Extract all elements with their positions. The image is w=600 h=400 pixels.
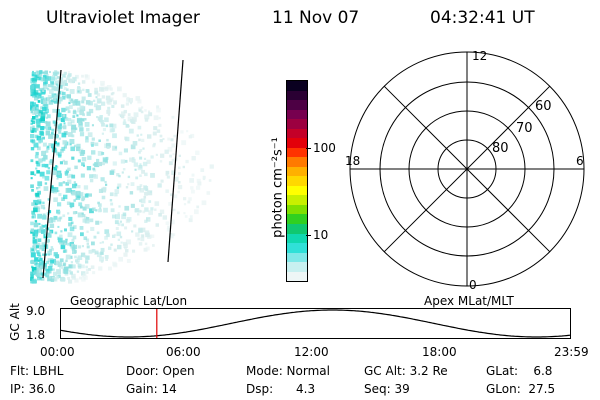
timeline-xtick-0600: 06:00: [166, 345, 201, 359]
colorbar-tick-label-100: 100: [313, 141, 336, 155]
mlt-label-top: 12: [472, 49, 487, 63]
mlat-label-60: 60: [535, 99, 552, 114]
colorbar-segment: [287, 90, 307, 101]
timeline-ylabel: GC Alt: [8, 303, 22, 341]
instrument-title: Ultraviolet Imager: [46, 8, 200, 28]
colorbar-segment: [287, 138, 307, 148]
mlat-label-80: 80: [492, 141, 509, 156]
info-gain: Gain: 14: [126, 382, 177, 396]
info-ip: IP: 36.0: [10, 382, 56, 396]
uv-emission-speckle: [30, 70, 214, 284]
geographic-meridian-line-left: [42, 69, 62, 279]
mlat-label-70: 70: [516, 121, 533, 136]
colorbar-segment: [287, 128, 307, 139]
colorbar-tick-label-10: 10: [313, 228, 329, 242]
info-filter: Flt: LBHL: [10, 364, 64, 378]
date-label: 11 Nov 07: [272, 8, 360, 28]
orbit-altitude-timeline: [60, 308, 571, 339]
colorbar-segment: [287, 204, 307, 215]
colorbar-tick-10: [306, 235, 311, 236]
colorbar-tick-100: [306, 148, 311, 149]
colorbar-segment: [287, 233, 307, 244]
info-glat: GLat: 6.8: [486, 364, 553, 378]
mlt-label-right: 6: [576, 154, 584, 168]
timeline-xtick-0000: 00:00: [40, 345, 75, 359]
colorbar-segment: [287, 119, 307, 129]
mlt-label-bottom: 0: [469, 278, 477, 292]
colorbar-segment: [287, 185, 307, 196]
uv-image-panel: [30, 59, 214, 284]
orbit-altitude-curve: [60, 309, 571, 338]
colorbar-segment: [287, 243, 307, 253]
colorbar-segment: [287, 166, 307, 177]
info-door: Door: Open: [126, 364, 195, 378]
colorbar-segment: [287, 223, 307, 234]
timeline-xtick-1200: 12:00: [294, 345, 329, 359]
polar-diagonal-2: [383, 85, 551, 253]
timeline-right-caption: Apex MLat/MLT: [424, 294, 514, 308]
colorbar-segment: [287, 271, 307, 282]
colorbar-segment: [287, 147, 307, 158]
colorbar: [286, 80, 308, 282]
colorbar-segment: [287, 195, 307, 205]
time-label: 04:32:41 UT: [430, 8, 535, 28]
mlt-label-left: 18: [345, 154, 360, 168]
geographic-meridian-line-right: [167, 59, 184, 263]
colorbar-segment: [287, 100, 307, 110]
timeline-ytick-bottom: 1.8: [26, 328, 46, 342]
colorbar-segment: [287, 262, 307, 272]
polar-mlat-mlt-grid: 12 18 6 0 60 70 80: [345, 49, 585, 292]
timeline-xtick-1800: 18:00: [422, 345, 457, 359]
colorbar-segment: [287, 81, 307, 91]
info-mode: Mode: Normal: [246, 364, 330, 378]
colorbar-segment: [287, 252, 307, 263]
timeline-ytick-top: 9.0: [26, 304, 46, 318]
colorbar-unit-label: photon cm⁻²s⁻¹: [270, 137, 286, 238]
info-dsp: Dsp: 4.3: [246, 382, 316, 396]
timeline-xtick-2359: 23:59: [554, 345, 589, 359]
timeline-left-caption: Geographic Lat/Lon: [70, 294, 188, 308]
colorbar-segment: [287, 176, 307, 186]
info-gc-alt: GC Alt: 3.2 Re: [364, 364, 448, 378]
info-glon: GLon: 27.5: [486, 382, 556, 396]
info-seq: Seq: 39: [364, 382, 410, 396]
colorbar-segment: [287, 214, 307, 224]
colorbar-segment: [287, 109, 307, 120]
colorbar-segment: [287, 157, 307, 167]
timeline-frame: [60, 308, 571, 339]
